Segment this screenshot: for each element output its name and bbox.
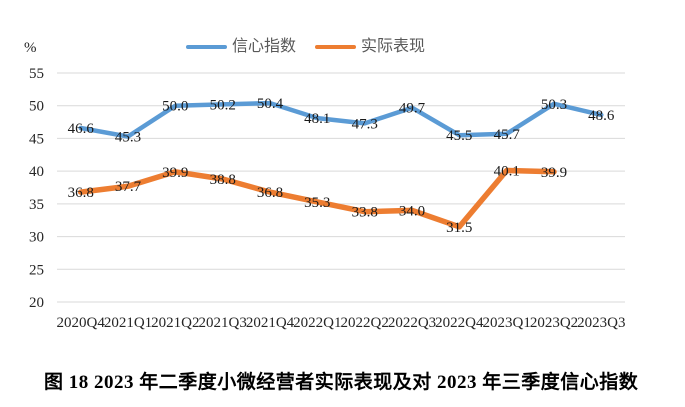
x-axis-tick-label: 2022Q1 — [293, 315, 341, 331]
chart-legend: 信心指数 实际表现 — [186, 39, 425, 55]
x-axis-tick-label: 2022Q2 — [341, 315, 389, 331]
x-axis-tick-label: 2022Q4 — [435, 315, 484, 331]
data-label-confidence-index-line: 45.3 — [115, 130, 141, 146]
data-label-actual-performance-line: 35.3 — [304, 195, 330, 211]
x-axis-tick-label: 2021Q2 — [151, 315, 199, 331]
data-label-confidence-index-line: 50.2 — [210, 97, 236, 113]
x-axis-tick-label: 2021Q1 — [104, 315, 152, 331]
legend-item-actual-performance: 实际表现 — [315, 39, 425, 55]
x-axis-tick-label: 2023Q3 — [577, 315, 625, 331]
x-axis-tick-label: 2021Q3 — [199, 315, 247, 331]
data-label-confidence-index-line: 46.6 — [68, 121, 95, 137]
x-axis-tick-label: 2023Q2 — [530, 315, 578, 331]
y-axis-unit-label: % — [24, 40, 37, 56]
data-label-actual-performance-line: 34.0 — [399, 203, 425, 219]
legend-line-swatch-blue-icon — [186, 44, 227, 50]
x-axis-tick-label: 2020Q4 — [57, 315, 106, 331]
data-label-confidence-index-line: 48.1 — [304, 111, 330, 127]
x-axis-tick-label: 2023Q1 — [483, 315, 531, 331]
y-axis-tick-label: 45 — [29, 131, 44, 147]
data-label-confidence-index-line: 50.3 — [541, 97, 567, 113]
data-label-actual-performance-line: 31.5 — [446, 220, 472, 236]
legend-label-confidence-index: 信心指数 — [232, 38, 297, 55]
data-label-confidence-index-line: 50.4 — [257, 96, 284, 112]
legend-label-actual-performance: 实际表现 — [361, 38, 426, 55]
data-label-actual-performance-line: 39.9 — [541, 165, 567, 181]
data-label-actual-performance-line: 40.1 — [494, 164, 520, 180]
data-label-confidence-index-line: 50.0 — [162, 99, 188, 115]
figure-caption: 图 18 2023 年二季度小微经营者实际表现及对 2023 年三季度信心指数 — [44, 372, 639, 393]
confidence-index-line — [78, 100, 604, 139]
data-label-confidence-index-line: 48.6 — [588, 108, 615, 124]
data-label-actual-performance-line: 39.9 — [162, 165, 188, 181]
y-axis-tick-label: 50 — [29, 99, 44, 115]
y-axis-tick-label: 20 — [29, 295, 44, 311]
x-axis-tick-label: 2021Q4 — [246, 315, 295, 331]
legend-line-swatch-orange-icon — [315, 44, 357, 50]
data-label-confidence-index-line: 45.7 — [494, 127, 521, 143]
data-label-actual-performance-line: 38.8 — [210, 172, 236, 188]
actual-performance-line — [77, 167, 557, 230]
legend-item-confidence-index: 信心指数 — [186, 39, 296, 55]
data-label-confidence-index-line: 45.5 — [446, 128, 472, 144]
data-label-actual-performance-line: 33.8 — [352, 205, 378, 221]
data-label-actual-performance-line: 37.7 — [115, 179, 142, 195]
data-label-actual-performance-line: 36.8 — [68, 185, 94, 201]
y-axis-tick-label: 30 — [29, 230, 44, 246]
x-axis-tick-label: 2022Q3 — [388, 315, 436, 331]
y-axis-tick-label: 55 — [29, 66, 44, 82]
data-label-confidence-index-line: 47.3 — [352, 116, 378, 132]
data-label-confidence-index-line: 49.7 — [399, 101, 426, 117]
y-axis-tick-label: 35 — [29, 197, 44, 213]
data-label-actual-performance-line: 36.8 — [257, 185, 283, 201]
y-axis-tick-label: 25 — [29, 262, 44, 278]
y-axis-tick-label: 40 — [29, 164, 44, 180]
